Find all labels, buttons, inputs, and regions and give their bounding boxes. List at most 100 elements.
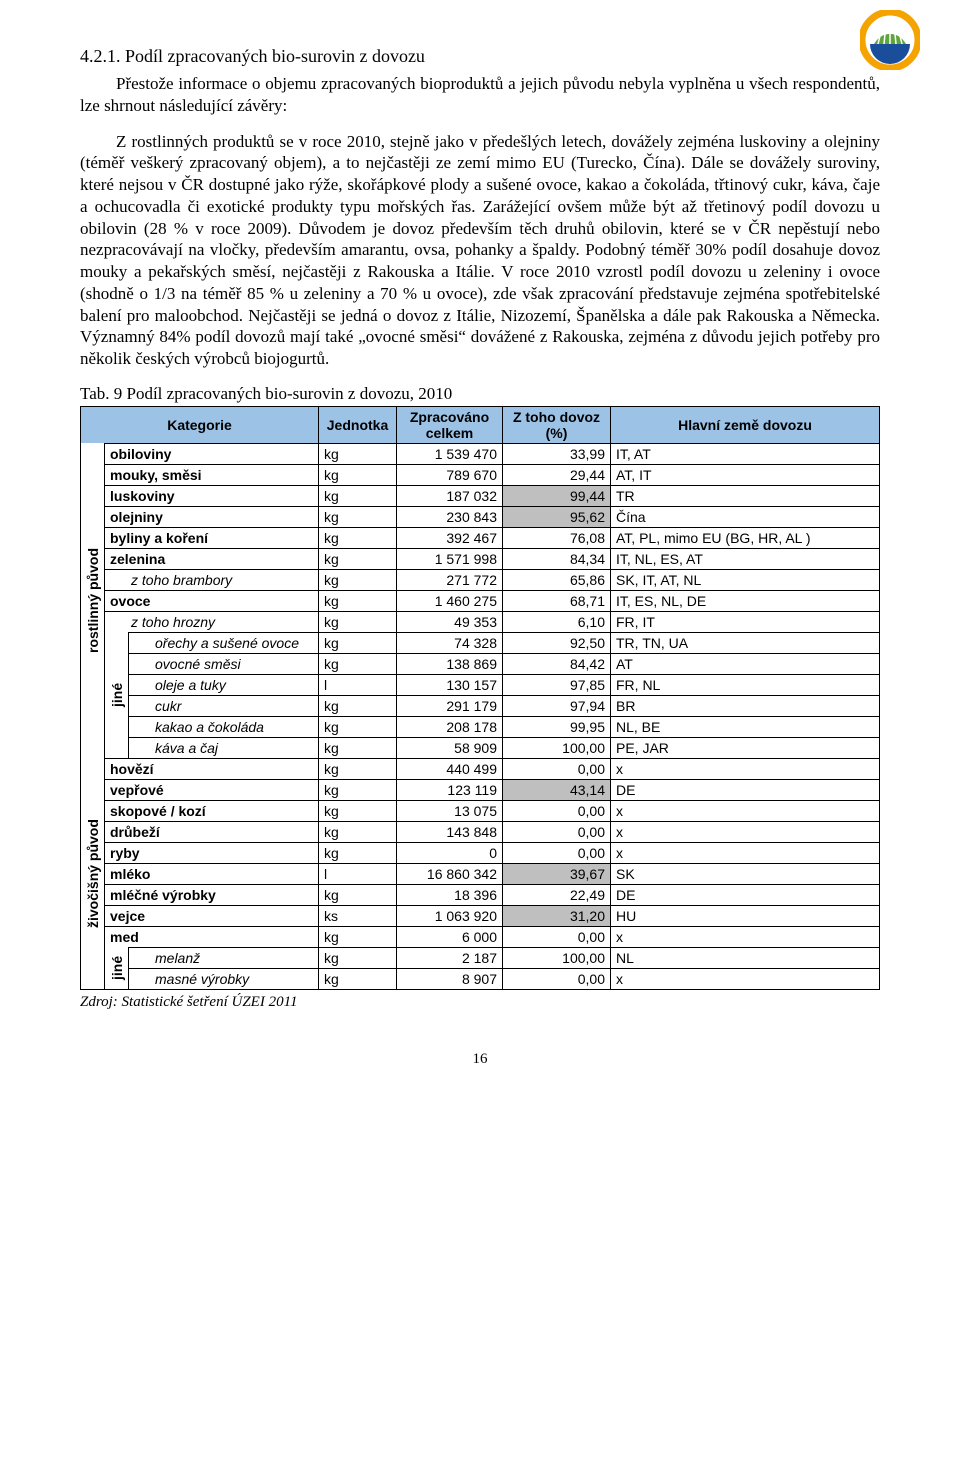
th-processed: Zpracováno celkem [397,406,503,443]
row-processed: 208 178 [397,716,503,737]
row-processed: 58 909 [397,737,503,758]
row-processed: 392 467 [397,527,503,548]
row-unit: ks [319,905,397,926]
row-countries: FR, NL [611,674,880,695]
row-countries: AT, IT [611,464,880,485]
row-processed: 8 907 [397,968,503,989]
table-row: ovocné směsikg138 86984,42AT [81,653,880,674]
side-label-animal: živočišný původ [81,758,105,989]
row-pct: 99,95 [503,716,611,737]
table-row: jinéořechy a sušené ovocekg74 32892,50TR… [81,632,880,653]
row-pct: 43,14 [503,779,611,800]
row-processed: 6 000 [397,926,503,947]
table-row: medkg6 0000,00x [81,926,880,947]
row-processed: 16 860 342 [397,863,503,884]
table-row: zeleninakg1 571 99884,34IT, NL, ES, AT [81,548,880,569]
table-source: Zdroj: Statistické šetření ÚZEI 2011 [80,994,880,1011]
row-countries: TR, TN, UA [611,632,880,653]
row-unit: kg [319,737,397,758]
row-pct: 0,00 [503,821,611,842]
table-row: luskovinykg187 03299,44TR [81,485,880,506]
row-countries: x [611,842,880,863]
row-name: drůbeží [105,821,319,842]
row-name: masné výrobky [129,968,319,989]
row-pct: 0,00 [503,968,611,989]
row-countries: IT, ES, NL, DE [611,590,880,611]
row-name: oleje a tuky [129,674,319,695]
table-row: skopové / kozíkg13 0750,00x [81,800,880,821]
data-table: Kategorie Jednotka Zpracováno celkem Z t… [80,406,880,990]
row-name: mouky, směsi [105,464,319,485]
page-number: 16 [80,1051,880,1068]
row-unit: kg [319,548,397,569]
row-processed: 123 119 [397,779,503,800]
row-pct: 68,71 [503,590,611,611]
row-name: obiloviny [105,443,319,464]
row-name: kakao a čokoláda [129,716,319,737]
table-row: mléčné výrobkykg18 39622,49DE [81,884,880,905]
table-row: vejceks1 063 92031,20HU [81,905,880,926]
row-name: vepřové [105,779,319,800]
row-pct: 97,94 [503,695,611,716]
row-countries: PE, JAR [611,737,880,758]
row-processed: 230 843 [397,506,503,527]
row-processed: 1 460 275 [397,590,503,611]
th-unit: Jednotka [319,406,397,443]
row-pct: 92,50 [503,632,611,653]
intro-paragraph: Přestože informace o objemu zpracovaných… [80,73,880,117]
row-countries: x [611,926,880,947]
row-countries: IT, AT [611,443,880,464]
row-processed: 1 571 998 [397,548,503,569]
row-pct: 100,00 [503,947,611,968]
row-countries: SK, IT, AT, NL [611,569,880,590]
row-countries: DE [611,884,880,905]
row-countries: x [611,968,880,989]
table-row: vepřovékg123 11943,14DE [81,779,880,800]
row-processed: 271 772 [397,569,503,590]
row-unit: kg [319,968,397,989]
row-processed: 0 [397,842,503,863]
row-processed: 143 848 [397,821,503,842]
table-row: masné výrobkykg8 9070,00x [81,968,880,989]
row-unit: kg [319,464,397,485]
row-pct: 6,10 [503,611,611,632]
table-row: kakao a čokoládakg208 17899,95NL, BE [81,716,880,737]
row-pct: 22,49 [503,884,611,905]
row-unit: kg [319,632,397,653]
row-pct: 76,08 [503,527,611,548]
row-name: med [105,926,319,947]
row-countries: x [611,758,880,779]
row-unit: kg [319,506,397,527]
row-name: skopové / kozí [105,800,319,821]
row-countries: FR, IT [611,611,880,632]
table-row: cukrkg291 17997,94BR [81,695,880,716]
row-pct: 84,34 [503,548,611,569]
table-row: rybykg00,00x [81,842,880,863]
table-row: jinémelanžkg2 187100,00NL [81,947,880,968]
row-unit: kg [319,443,397,464]
row-name: ovocné směsi [129,653,319,674]
side-label-other-plant: jiné [105,632,129,758]
row-processed: 2 187 [397,947,503,968]
row-unit: kg [319,695,397,716]
row-pct: 29,44 [503,464,611,485]
row-countries: Čína [611,506,880,527]
table-row: olejninykg230 84395,62Čína [81,506,880,527]
row-processed: 440 499 [397,758,503,779]
row-pct: 65,86 [503,569,611,590]
row-processed: 1 539 470 [397,443,503,464]
row-unit: kg [319,485,397,506]
row-name: mléčné výrobky [105,884,319,905]
row-unit: l [319,863,397,884]
row-unit: kg [319,611,397,632]
row-countries: x [611,821,880,842]
body-paragraph: Z rostlinných produktů se v roce 2010, s… [80,131,880,370]
row-pct: 0,00 [503,800,611,821]
row-processed: 1 063 920 [397,905,503,926]
row-unit: kg [319,653,397,674]
section-heading: 4.2.1. Podíl zpracovaných bio-surovin z … [80,46,880,67]
row-countries: x [611,800,880,821]
row-countries: NL [611,947,880,968]
row-countries: AT [611,653,880,674]
row-name: ovoce [105,590,319,611]
